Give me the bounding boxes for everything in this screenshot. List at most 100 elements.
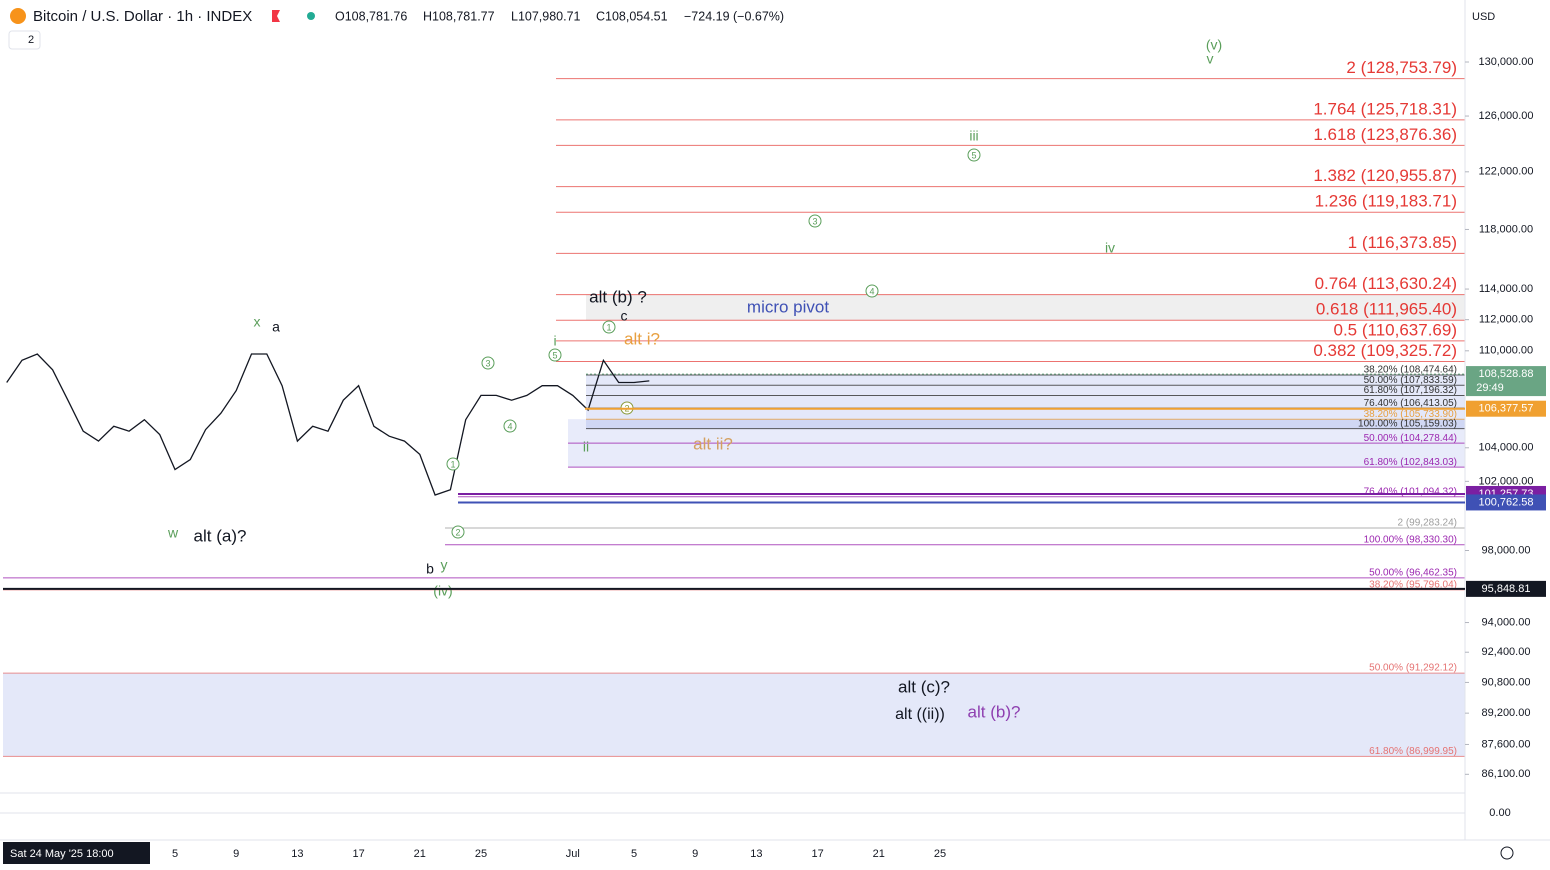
ohlc-close: C108,054.51	[596, 9, 668, 23]
ohlc-low: L107,980.71	[511, 9, 581, 23]
wave-label: b	[426, 561, 434, 577]
circled-label: 3	[808, 214, 822, 228]
x-tick-label: 25	[475, 848, 487, 860]
annotations: x a w alt (a)? b y (iv) 1 2 3 4 5 i ii a…	[167, 37, 1222, 724]
x-tick-label: 5	[631, 848, 637, 860]
price-tag	[1466, 580, 1546, 597]
level-label: 1 (116,373.85)	[1348, 233, 1457, 252]
y-tick-label: 89,200.00	[1482, 707, 1531, 719]
y-tick-label: 130,000.00	[1478, 56, 1533, 68]
wave-label: iv	[1105, 240, 1115, 256]
level-label: 100.00% (105,159.03)	[1358, 418, 1457, 429]
wave-label: 3	[485, 358, 490, 368]
wave-label: iii	[969, 128, 978, 144]
y-tick-label: 122,000.00	[1478, 166, 1533, 178]
level-label: 1.764 (125,718.31)	[1313, 99, 1457, 118]
wave-label: a	[272, 319, 280, 335]
level-label: 100.00% (98,330.30)	[1364, 534, 1457, 545]
wave-label: ii	[583, 439, 589, 455]
y-tick-label: 94,000.00	[1482, 616, 1531, 628]
levels	[3, 78, 1465, 757]
x-start-label-bg	[3, 842, 150, 864]
zone	[586, 294, 1465, 321]
price-tag-label: 108,528.88	[1478, 368, 1533, 380]
y-tick-label: 90,800.00	[1482, 676, 1531, 688]
oscillator-tick-label: 0.00	[1489, 807, 1510, 819]
x-tick-label: 25	[934, 848, 946, 860]
y-tick-label: 86,100.00	[1482, 768, 1531, 780]
level-label: 38.20% (95,796.04)	[1369, 579, 1457, 590]
x-tick-label: 9	[692, 848, 698, 860]
y-tick-label: 110,000.00	[1479, 345, 1533, 357]
x-tick-label: 17	[352, 848, 364, 860]
ohlc-change: −724.19 (−0.67%)	[684, 9, 784, 23]
x-tick-label: 13	[750, 848, 762, 860]
level-label: 61.80% (107,196.32)	[1364, 385, 1457, 396]
indicators-toggle[interactable]	[8, 30, 41, 50]
level-label: 2 (99,283.24)	[1398, 518, 1458, 529]
level-label: 61.80% (86,999.95)	[1369, 746, 1457, 757]
y-tick-label: 126,000.00	[1478, 110, 1533, 122]
x-start-label: Sat 24 May '25 18:00	[10, 848, 114, 860]
x-tick-label: 5	[172, 848, 178, 860]
wave-label: 5	[971, 150, 976, 160]
level-label: 0.5 (110,637.69)	[1334, 320, 1458, 339]
symbol[interactable]: Bitcoin / U.S. Dollar · 1h · INDEX	[33, 8, 252, 25]
level-label: 50.00% (96,462.35)	[1369, 567, 1457, 578]
level-label: 0.618 (111,965.40)	[1316, 300, 1457, 319]
price-tag-countdown: 29:49	[1476, 382, 1504, 394]
price-tag	[1466, 494, 1546, 511]
wave-label: alt (c)?	[898, 677, 950, 696]
y-tick-label: 118,000.00	[1479, 223, 1533, 235]
circled-label: 1	[602, 320, 616, 334]
indicators-count: 2	[28, 34, 34, 46]
x-tick-label: 17	[811, 848, 823, 860]
wave-label: alt (a)?	[194, 526, 247, 545]
ohlc-open: O108,781.76	[335, 9, 407, 23]
y-tick-label: 104,000.00	[1478, 442, 1533, 454]
wave-label: 3	[812, 216, 817, 226]
zone	[3, 673, 1465, 757]
wave-label: alt ((ii))	[895, 706, 945, 723]
wave-label: i	[553, 333, 556, 349]
y-tick-label: 112,000.00	[1479, 314, 1533, 326]
market-status	[307, 12, 315, 20]
price-tag	[1466, 400, 1546, 417]
price-line	[6, 353, 650, 496]
wave-label: 1	[606, 322, 611, 332]
x-tick-label: 21	[873, 848, 885, 860]
x-tick-label: 13	[291, 848, 303, 860]
wave-label: alt (b) ?	[589, 287, 647, 306]
level-label: 76.40% (101,094.32)	[1364, 486, 1457, 497]
level-label: 38.20% (105,733.90)	[1364, 409, 1457, 420]
circled-label: 4	[865, 284, 879, 298]
level-label: 1.236 (119,183.71)	[1315, 192, 1457, 211]
wave-label: micro pivot	[747, 297, 829, 316]
price-tag-label: 95,848.81	[1482, 583, 1531, 595]
currency[interactable]: USD	[1472, 11, 1495, 23]
circled-label: 1	[446, 457, 460, 471]
level-label: 0.382 (109,325.72)	[1313, 341, 1457, 360]
price-tag	[1466, 366, 1546, 397]
circled-label: 3	[481, 356, 495, 370]
level-label: 50.00% (104,278.44)	[1364, 433, 1457, 444]
wave-label: (iv)	[433, 583, 452, 599]
ohlc-high: H108,781.77	[423, 9, 495, 23]
wave-label: 4	[869, 286, 874, 296]
wave-label: alt ii?	[693, 434, 733, 453]
settings-icon[interactable]	[1500, 846, 1514, 860]
wave-label: c	[621, 308, 628, 324]
circled-label: 4	[503, 419, 517, 433]
circled-label: 5	[548, 348, 562, 362]
level-label: 0.764 (113,630.24)	[1315, 274, 1457, 293]
wave-label: y	[441, 557, 448, 573]
wave-label: w	[167, 525, 179, 541]
wave-label: x	[254, 314, 261, 330]
level-label: 50.00% (107,833.59)	[1364, 375, 1457, 386]
level-label: 38.20% (108,474.64)	[1364, 365, 1457, 376]
y-tick-label: 102,000.00	[1478, 475, 1533, 487]
wave-label: v	[1207, 51, 1214, 67]
flag[interactable]	[272, 10, 280, 22]
price-tag-label: 100,762.58	[1478, 496, 1533, 508]
y-tick-label: 98,000.00	[1482, 544, 1531, 556]
